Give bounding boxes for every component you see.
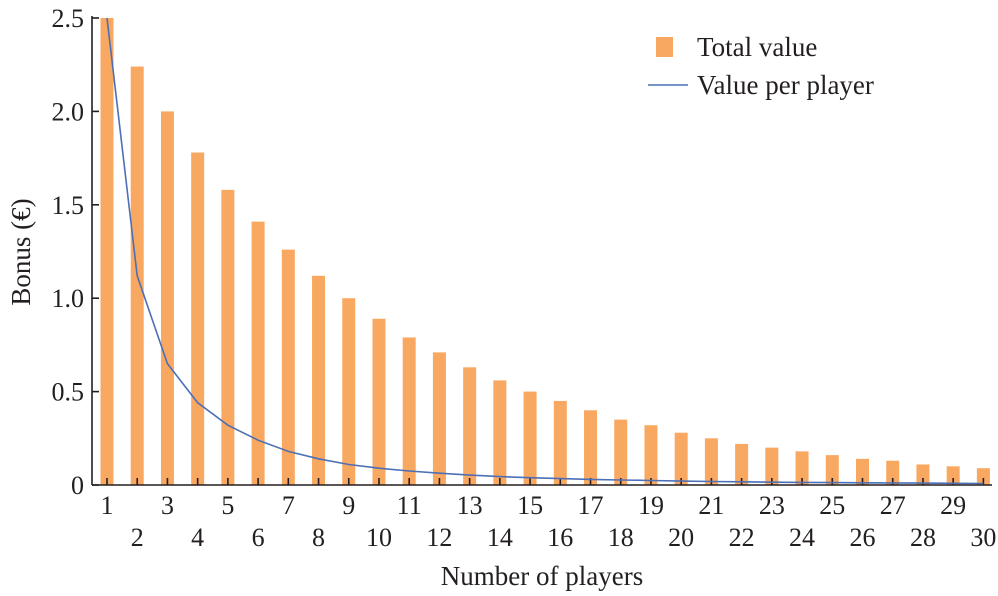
bar-6 [251, 221, 265, 485]
bar-7 [281, 249, 295, 485]
bar-26 [856, 458, 869, 485]
x-tick-label: 12 [426, 523, 452, 552]
line-series-value-per-player [106, 17, 984, 485]
bar-3 [160, 111, 174, 486]
legend-label-value-per-player: Value per player [697, 70, 874, 100]
x-tick-label: 2 [131, 523, 144, 552]
x-tick-label: 15 [517, 491, 543, 520]
bar-28 [916, 464, 930, 485]
x-tick-label: 19 [638, 491, 664, 520]
bar-10 [372, 318, 386, 485]
x-tick-label: 22 [729, 523, 755, 552]
bar-20 [674, 432, 688, 485]
x-tick-label: 1 [101, 491, 114, 520]
bar-27 [886, 460, 900, 485]
tick-labels: 00.51.01.52.02.5123456789101112131415161… [52, 4, 997, 552]
x-tick-label: 24 [789, 523, 815, 552]
x-tick-label: 29 [940, 491, 966, 520]
bar-23 [765, 447, 779, 485]
y-tick-label: 2.5 [52, 4, 85, 33]
axes [91, 16, 992, 486]
y-tick-label: 0 [71, 471, 84, 500]
bar-8 [312, 275, 326, 485]
bar-24 [795, 451, 809, 485]
bar-13 [463, 367, 477, 485]
bar-30 [976, 468, 990, 485]
x-tick-label: 20 [668, 523, 694, 552]
x-tick-label: 25 [819, 491, 845, 520]
bar-9 [342, 298, 356, 485]
x-tick-label: 6 [252, 523, 265, 552]
bar-11 [402, 337, 416, 485]
x-tick-label: 26 [850, 523, 876, 552]
y-tick-label: 1.5 [52, 191, 85, 220]
x-tick-label: 27 [880, 491, 906, 520]
x-tick-label: 21 [698, 491, 724, 520]
y-tick-label: 2.0 [52, 97, 85, 126]
y-tick-label: 1.0 [52, 284, 85, 313]
x-tick-label: 4 [191, 523, 204, 552]
x-tick-label: 23 [759, 491, 785, 520]
x-tick-label: 9 [342, 491, 355, 520]
y-axis-title: Bonus (€) [6, 198, 36, 305]
x-tick-label: 10 [366, 523, 392, 552]
bar-29 [946, 466, 960, 485]
x-tick-label: 8 [312, 523, 325, 552]
bar-12 [432, 352, 446, 485]
bar-16 [553, 400, 567, 485]
bar-17 [584, 410, 598, 485]
bar-5 [221, 189, 235, 485]
x-tick-label: 5 [221, 491, 234, 520]
bar-21 [704, 438, 718, 485]
x-tick-label: 18 [608, 523, 634, 552]
y-tick-label: 0.5 [52, 378, 85, 407]
x-tick-label: 11 [397, 491, 422, 520]
x-axis-title: Number of players [441, 561, 643, 591]
bar-25 [825, 455, 839, 485]
x-tick-label: 30 [970, 523, 996, 552]
legend: Total value Value per player [648, 32, 874, 100]
bar-19 [644, 425, 658, 485]
x-tick-label: 7 [282, 491, 295, 520]
bar-22 [735, 443, 749, 485]
legend-label-total-value: Total value [697, 32, 817, 62]
bar-14 [493, 380, 507, 485]
bar-18 [614, 419, 628, 485]
x-tick-label: 17 [578, 491, 604, 520]
x-tick-label: 3 [161, 491, 174, 520]
bar-1 [100, 18, 114, 485]
bar-4 [191, 152, 205, 485]
legend-swatch-total-value [656, 37, 673, 57]
x-tick-label: 28 [910, 523, 936, 552]
bar-series-total-value [100, 18, 990, 486]
x-tick-label: 13 [457, 491, 483, 520]
bar-15 [523, 391, 537, 485]
x-tick-label: 14 [487, 523, 513, 552]
x-tick-label: 16 [547, 523, 573, 552]
